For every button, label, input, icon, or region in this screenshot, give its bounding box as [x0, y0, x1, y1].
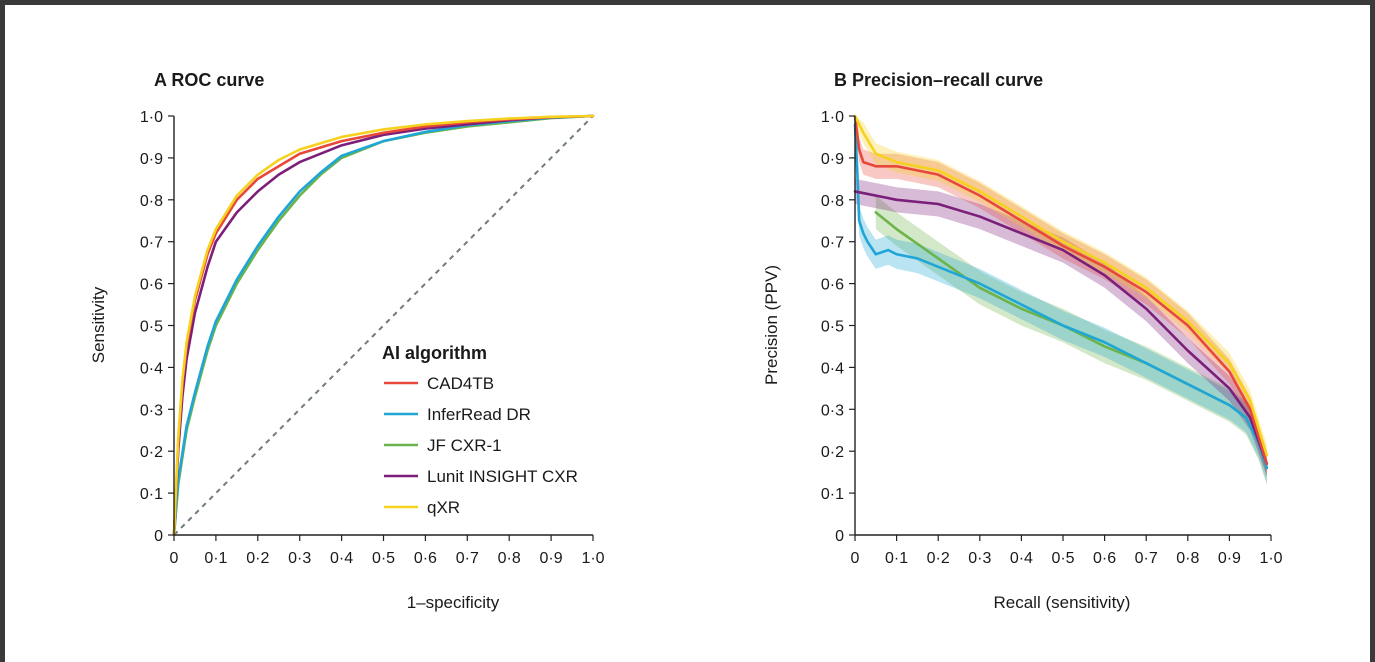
roc-y-tick-label: 0·9 — [140, 151, 163, 168]
roc-line-qxr — [172, 114, 595, 537]
legend-label: qXR — [427, 498, 460, 517]
pr-line-inferread-dr — [853, 123, 1269, 470]
pr-x-tick-label: 0·5 — [1051, 550, 1074, 567]
roc-x-tick-label: 0 — [170, 550, 179, 567]
pr-series — [853, 114, 1269, 470]
legend-item-inferread-dr: InferRead DR — [384, 405, 531, 424]
pr-x-tick-label: 0·2 — [927, 550, 950, 567]
pr-x-tick-label: 0·4 — [1010, 550, 1033, 567]
roc-x-tick-label: 0·2 — [246, 550, 269, 567]
pr-y-axis-label: Precision (PPV) — [762, 265, 781, 385]
pr-band-qxr — [855, 116, 1267, 466]
roc-y-tick-label: 1·0 — [140, 109, 163, 126]
pr-y-tick-label: 1·0 — [821, 109, 844, 126]
legend-label: CAD4TB — [427, 374, 494, 393]
pr-x-tick-label: 0·8 — [1176, 550, 1199, 567]
roc-x-tick-label: 0·3 — [288, 550, 311, 567]
roc-x-tick-label: 0·8 — [498, 550, 521, 567]
roc-x-axis-label: 1–specificity — [407, 593, 500, 612]
roc-line-lunit-insight-cxr — [172, 114, 595, 537]
roc-y-tick-label: 0·4 — [140, 360, 163, 377]
pr-x-tick-label: 0·3 — [968, 550, 991, 567]
pr-x-tick-label: 0·6 — [1093, 550, 1116, 567]
pr-y-tick-label: 0·3 — [821, 402, 844, 419]
roc-panel: A ROC curve 0 0·1 0·2 0·3 0·4 0·5 0·6 0·7 0·8 0·9… — [89, 70, 605, 612]
roc-x-tick-label: 0·6 — [414, 550, 437, 567]
roc-y-tick-label: 0·8 — [140, 193, 163, 210]
roc-y-tick-label: 0 — [154, 528, 163, 545]
pr-y-tick-label: 0·6 — [821, 277, 844, 294]
roc-x-tick-label: 0·7 — [456, 550, 479, 567]
pr-y-tick-label: 0·4 — [821, 360, 844, 377]
legend-label: InferRead DR — [427, 405, 531, 424]
pr-panel: B Precision–recall curve 0 0·1 0·2 0·3 0·4 0·… — [762, 70, 1283, 612]
pr-y-tick-label: 0·2 — [821, 444, 844, 461]
legend-title: AI algorithm — [382, 343, 487, 363]
pr-x-tick-label: 1·0 — [1259, 550, 1282, 567]
pr-confidence-bands — [855, 116, 1267, 485]
legend-item-cad4tb: CAD4TB — [384, 374, 494, 393]
legend-item-qxr: qXR — [384, 498, 460, 517]
pr-y-tick-label: 0·7 — [821, 235, 844, 252]
pr-y-tick-label: 0 — [835, 528, 844, 545]
legend: AI algorithm CAD4TB InferRead DR JF CXR-1 L… — [382, 343, 578, 517]
pr-x-tick-label: 0·1 — [885, 550, 908, 567]
roc-series — [172, 114, 595, 537]
pr-axes: 0 0·1 0·2 0·3 0·4 0·5 0·6 0·7 0·8 0·9 1·0 0 0·1 0·2 0·… — [821, 109, 1283, 567]
roc-y-tick-label: 0·1 — [140, 486, 163, 503]
pr-x-tick-label: 0·9 — [1218, 550, 1241, 567]
pr-x-tick-label: 0 — [851, 550, 860, 567]
pr-title: B Precision–recall curve — [834, 70, 1043, 90]
roc-y-tick-label: 0·5 — [140, 319, 163, 336]
roc-x-tick-label: 0·1 — [204, 550, 227, 567]
roc-y-tick-label: 0·7 — [140, 235, 163, 252]
legend-items: CAD4TB InferRead DR JF CXR-1 Lunit INSIGHT … — [384, 374, 578, 517]
pr-y-tick-label: 0·8 — [821, 193, 844, 210]
roc-y-tick-label: 0·3 — [140, 402, 163, 419]
roc-chance-line — [173, 115, 594, 536]
roc-y-axis-label: Sensitivity — [89, 286, 108, 363]
legend-label: Lunit INSIGHT CXR — [427, 467, 578, 486]
roc-y-tick-label: 0·2 — [140, 444, 163, 461]
pr-line-lunit-insight-cxr — [853, 190, 1269, 466]
pr-line-cad4tb — [853, 114, 1269, 466]
pr-band-jf-cxr-1 — [875, 195, 1267, 485]
pr-band-lunit-insight-cxr — [855, 178, 1267, 477]
pr-y-tick-label: 0·5 — [821, 319, 844, 336]
pr-x-axis-label: Recall (sensitivity) — [994, 593, 1131, 612]
roc-reference-line — [173, 115, 594, 536]
legend-item-lunit-insight-cxr: Lunit INSIGHT CXR — [384, 467, 578, 486]
legend-label: JF CXR-1 — [427, 436, 502, 455]
legend-item-jf-cxr-1: JF CXR-1 — [384, 436, 502, 455]
roc-axes: 0 0·1 0·2 0·3 0·4 0·5 0·6 0·7 0·8 0·9 1·0 0 0·1 0·2 0·… — [140, 109, 605, 567]
roc-x-tick-label: 0·4 — [330, 550, 353, 567]
pr-line-qxr — [853, 114, 1269, 457]
roc-x-tick-label: 1·0 — [581, 550, 604, 567]
pr-y-tick-label: 0·1 — [821, 486, 844, 503]
roc-title: A ROC curve — [154, 70, 264, 90]
roc-x-tick-label: 0·9 — [540, 550, 563, 567]
roc-x-tick-label: 0·5 — [372, 550, 395, 567]
roc-y-tick-label: 0·6 — [140, 277, 163, 294]
pr-y-tick-label: 0·9 — [821, 151, 844, 168]
pr-x-tick-label: 0·7 — [1135, 550, 1158, 567]
